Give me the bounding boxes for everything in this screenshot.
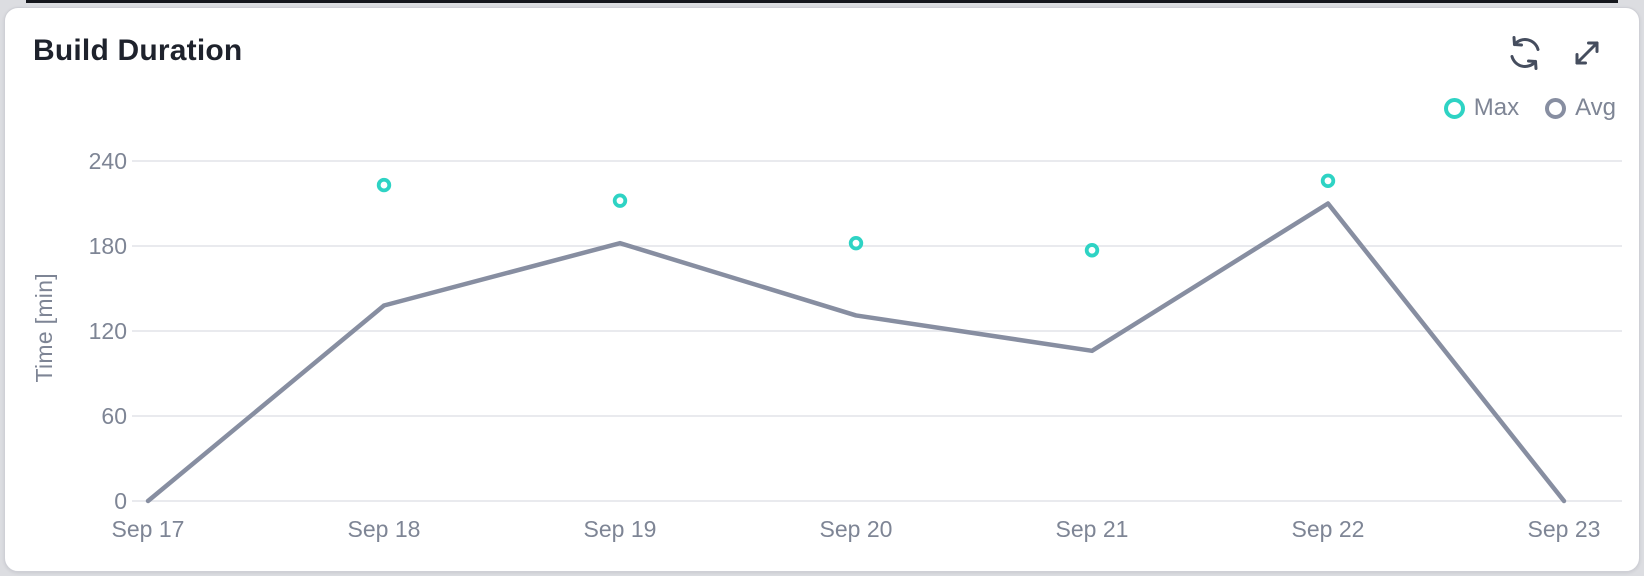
y-tick-label: 240 bbox=[89, 148, 127, 174]
x-tick-label: Sep 21 bbox=[1056, 516, 1129, 542]
max-legend-label: Max bbox=[1473, 94, 1520, 121]
chart-legend: Max Avg bbox=[1443, 94, 1616, 122]
x-tick-label: Sep 23 bbox=[1528, 516, 1601, 542]
avg-legend-label: Avg bbox=[1575, 94, 1616, 121]
expand-button[interactable] bbox=[1566, 32, 1608, 74]
max-point[interactable] bbox=[848, 235, 864, 251]
x-tick-label: Sep 17 bbox=[112, 516, 185, 542]
x-tick-label: Sep 20 bbox=[820, 516, 893, 542]
refresh-icon bbox=[1510, 36, 1540, 70]
card-toolbar bbox=[1504, 32, 1608, 74]
x-tick-label: Sep 22 bbox=[1292, 516, 1365, 542]
expand-icon bbox=[1575, 41, 1599, 65]
max-point[interactable] bbox=[376, 177, 392, 193]
avg-legend-marker bbox=[1545, 97, 1567, 119]
avg-line-series[interactable] bbox=[145, 201, 1567, 504]
y-tick-label: 0 bbox=[114, 488, 127, 514]
x-tick-label: Sep 19 bbox=[584, 516, 657, 542]
refresh-button[interactable] bbox=[1504, 32, 1546, 74]
max-point[interactable] bbox=[1320, 173, 1336, 189]
x-tick-label: Sep 18 bbox=[348, 516, 421, 542]
top-divider-strip bbox=[26, 0, 1618, 3]
y-tick-label: 180 bbox=[89, 233, 127, 259]
max-legend-marker bbox=[1443, 97, 1465, 119]
max-point[interactable] bbox=[612, 193, 628, 208]
y-axis-title: Time [min] bbox=[31, 273, 57, 383]
legend-item-max[interactable]: Max bbox=[1443, 94, 1520, 122]
legend-item-avg[interactable]: Avg bbox=[1545, 94, 1616, 122]
max-point[interactable] bbox=[1084, 243, 1100, 258]
page-title: Build Duration bbox=[33, 34, 243, 67]
y-tick-label: 60 bbox=[101, 403, 127, 429]
y-tick-label: 120 bbox=[89, 318, 127, 344]
build-duration-card bbox=[4, 7, 1640, 572]
